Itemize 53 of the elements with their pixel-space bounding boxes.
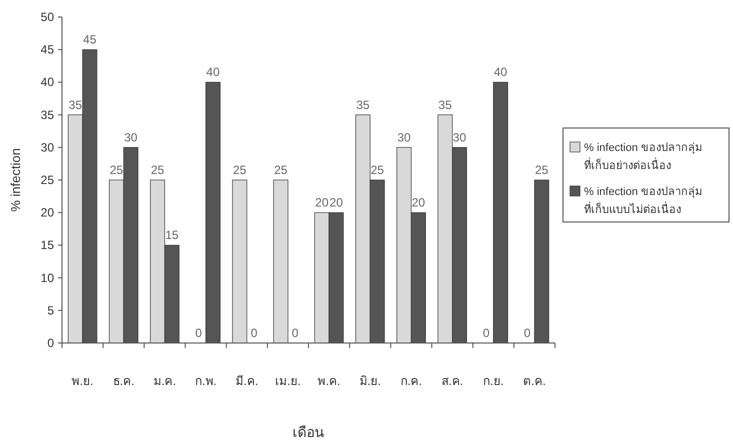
legend-label: % infection ของปลากลุ่ม ที่เก็บอย่างต่อเนื่อง — [584, 142, 702, 172]
bar — [273, 180, 288, 344]
x-tick-label: ก.ค. — [400, 374, 422, 388]
data-label: 25 — [110, 163, 124, 177]
y-tick-label: 5 — [47, 303, 54, 318]
data-label: 35 — [438, 98, 452, 112]
data-label: 25 — [233, 163, 247, 177]
y-tick-label: 10 — [40, 270, 54, 285]
data-label: 20 — [330, 196, 344, 210]
data-label: 45 — [83, 32, 97, 47]
y-tick-label: 40 — [40, 75, 54, 90]
x-tick-label: ต.ค. — [523, 374, 546, 388]
x-tick-label: ก.ย. — [483, 374, 504, 388]
x-tick-label: ม.ค. — [153, 374, 176, 388]
y-tick-label: 45 — [40, 42, 54, 57]
data-label: 25 — [534, 163, 549, 177]
data-label: 30 — [124, 130, 138, 144]
data-label: 25 — [370, 163, 384, 177]
x-tick-label: พ.ย. — [72, 374, 94, 388]
data-label: 0 — [250, 326, 258, 340]
data-label: 40 — [206, 65, 220, 80]
data-label: 35 — [356, 98, 370, 112]
x-tick-label: ธ.ค. — [112, 374, 134, 388]
bar — [232, 180, 248, 344]
data-label: 25 — [274, 163, 288, 177]
data-label: 35 — [68, 98, 82, 112]
data-label: 20 — [412, 196, 426, 210]
y-tick-label: 15 — [40, 238, 54, 252]
y-tick-label: 50 — [40, 10, 54, 24]
data-label: 0 — [482, 326, 490, 340]
x-tick-label: พ.ค. — [318, 374, 340, 388]
y-tick-label: 25 — [40, 173, 54, 187]
x-tick-label: ส.ค. — [441, 374, 464, 388]
data-label: 20 — [315, 196, 329, 210]
y-tick-label: 35 — [40, 108, 54, 122]
data-label: 0 — [524, 326, 531, 340]
y-tick-label: 0 — [47, 336, 54, 350]
x-tick-label: เม.ย. — [275, 374, 301, 388]
x-tick-label: มิ.ย. — [359, 374, 381, 388]
legend-label: % infection ของปลากลุ่ม ที่เก็บแบบไม่ต่อเนื่อง — [584, 186, 702, 216]
data-label: 40 — [494, 65, 508, 80]
x-tick-label: ก.พ. — [194, 374, 217, 388]
data-label: 15 — [165, 228, 179, 242]
data-label: 0 — [195, 326, 202, 340]
data-label: 0 — [292, 326, 299, 340]
y-axis-title: % infection — [8, 148, 23, 212]
data-label: 30 — [452, 130, 466, 144]
data-label: 25 — [150, 163, 165, 177]
data-label: 30 — [397, 130, 412, 144]
y-tick-label: 20 — [40, 206, 54, 220]
x-tick-label: มี.ค. — [236, 374, 258, 388]
y-tick-label: 30 — [40, 140, 54, 154]
x-axis-title: เดือน — [292, 424, 324, 440]
